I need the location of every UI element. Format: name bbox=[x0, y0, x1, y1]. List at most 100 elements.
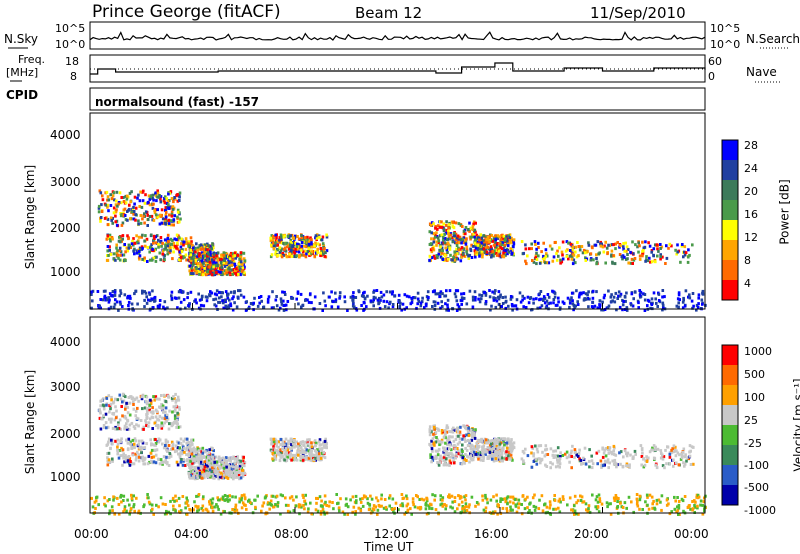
heatmap-cell bbox=[453, 234, 457, 238]
heatmap-cell bbox=[474, 428, 477, 432]
heatmap-cell bbox=[465, 459, 468, 462]
heatmap-cell bbox=[171, 239, 174, 242]
heatmap-cell bbox=[226, 463, 230, 467]
heatmap-cell bbox=[683, 464, 686, 468]
heatmap-cell bbox=[440, 233, 443, 237]
heatmap-cell bbox=[115, 243, 118, 247]
heatmap-cell bbox=[180, 242, 183, 246]
heatmap-cell bbox=[162, 410, 165, 414]
heatmap-cell bbox=[286, 300, 290, 303]
heatmap-cell bbox=[461, 225, 464, 228]
heatmap-cell bbox=[687, 248, 690, 252]
heatmap-cell bbox=[111, 442, 114, 446]
heatmap-cell bbox=[614, 453, 618, 457]
heatmap-cell bbox=[452, 459, 455, 463]
heatmap-cell bbox=[152, 198, 155, 202]
heatmap-cell bbox=[124, 194, 128, 198]
heatmap-cell bbox=[692, 462, 695, 466]
heatmap-cell bbox=[156, 189, 159, 193]
heatmap-cell bbox=[243, 471, 247, 475]
heatmap-cell bbox=[163, 417, 167, 421]
heatmap-cell bbox=[115, 208, 118, 212]
heatmap-cell bbox=[372, 295, 376, 299]
heatmap-cell bbox=[399, 301, 402, 305]
heatmap-cell bbox=[504, 306, 507, 310]
heatmap-cell bbox=[470, 243, 473, 247]
heatmap-cell bbox=[362, 295, 365, 298]
heatmap-cell bbox=[497, 295, 500, 299]
heatmap-cell bbox=[496, 248, 500, 251]
heatmap-cell bbox=[552, 255, 556, 259]
heatmap-cell bbox=[206, 254, 209, 258]
heatmap-cell bbox=[432, 425, 436, 429]
heatmap-cell bbox=[152, 218, 156, 222]
heatmap-cell bbox=[179, 437, 183, 441]
heatmap-cell bbox=[610, 243, 614, 247]
heatmap-cell bbox=[195, 471, 198, 475]
heatmap-cell bbox=[214, 264, 217, 268]
heatmap-cell bbox=[449, 430, 453, 434]
heatmap-cell bbox=[495, 445, 499, 448]
heatmap-cell bbox=[165, 413, 169, 417]
heatmap-cell bbox=[588, 297, 591, 301]
heatmap-cell bbox=[119, 237, 123, 241]
heatmap-cell bbox=[456, 303, 459, 307]
heatmap-cell bbox=[676, 297, 680, 301]
heatmap-cell bbox=[309, 458, 313, 462]
heatmap-cell bbox=[231, 308, 235, 312]
heatmap-cell bbox=[126, 234, 129, 238]
heatmap-cell bbox=[159, 240, 162, 244]
heatmap-cell bbox=[321, 242, 325, 246]
heatmap-cell bbox=[349, 295, 353, 299]
heatmap-cell bbox=[152, 395, 155, 399]
heatmap-cell bbox=[226, 296, 230, 300]
heatmap-cell bbox=[135, 249, 139, 253]
heatmap-cell bbox=[410, 300, 414, 304]
heatmap-cell bbox=[484, 300, 488, 303]
heatmap-cell bbox=[643, 309, 647, 312]
heatmap-cell bbox=[452, 439, 456, 443]
heatmap-cell bbox=[147, 454, 151, 458]
heatmap-cell bbox=[164, 213, 168, 217]
heatmap-cell bbox=[150, 258, 154, 262]
heatmap-cell bbox=[513, 304, 516, 308]
heatmap-cell bbox=[462, 424, 465, 428]
heatmap-cell bbox=[544, 448, 547, 452]
heatmap-cell bbox=[121, 305, 124, 308]
heatmap-cell bbox=[316, 247, 319, 251]
heatmap-cell bbox=[159, 200, 163, 204]
velocity-heatmap bbox=[90, 392, 707, 516]
heatmap-cell bbox=[155, 448, 159, 452]
heatmap-cell bbox=[229, 290, 233, 294]
heatmap-cell bbox=[505, 235, 508, 239]
heatmap-cell bbox=[689, 463, 693, 466]
heatmap-cell bbox=[156, 215, 160, 219]
heatmap-cell bbox=[499, 245, 502, 249]
heatmap-cell bbox=[498, 438, 501, 442]
heatmap-cell bbox=[576, 303, 580, 306]
heatmap-cell bbox=[283, 290, 286, 294]
heatmap-cell bbox=[226, 272, 229, 276]
heatmap-cell bbox=[494, 234, 497, 238]
heatmap-cell bbox=[295, 440, 299, 444]
heatmap-cell bbox=[164, 246, 167, 250]
heatmap-cell bbox=[441, 242, 444, 246]
heatmap-cell bbox=[185, 458, 189, 462]
heatmap-cell bbox=[320, 451, 324, 455]
heatmap-cell bbox=[215, 470, 219, 474]
heatmap-cell bbox=[108, 245, 111, 249]
heatmap-cell bbox=[132, 249, 135, 253]
heatmap-cell bbox=[130, 421, 134, 425]
heatmap-cell bbox=[544, 463, 547, 467]
heatmap-cell bbox=[683, 253, 687, 257]
heatmap-cell bbox=[320, 250, 324, 254]
heatmap-cell bbox=[162, 393, 166, 397]
heatmap-cell bbox=[493, 249, 496, 253]
heatmap-cell bbox=[632, 258, 636, 262]
heatmap-cell bbox=[115, 190, 119, 194]
heatmap-cell bbox=[602, 451, 606, 455]
heatmap-cell bbox=[107, 451, 111, 455]
heatmap-cell bbox=[135, 423, 138, 427]
heatmap-cell bbox=[691, 243, 694, 247]
heatmap-cell bbox=[129, 395, 133, 399]
